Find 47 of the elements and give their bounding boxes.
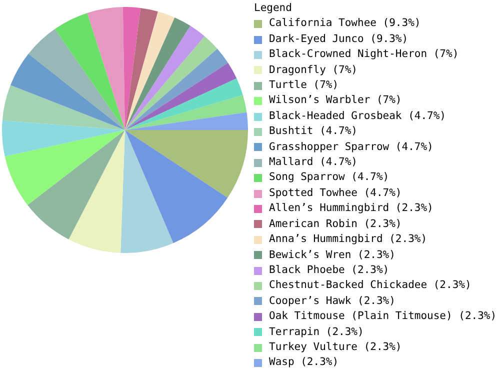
pie-slice [120, 130, 174, 253]
pie-slice [122, 7, 141, 130]
legend-label: Dragonfly (7%) [269, 62, 358, 78]
legend-label: Anna’s Hummingbird (2.3%) [269, 232, 428, 248]
pie-slice [125, 48, 228, 130]
pie-slice [125, 112, 248, 130]
legend-label: Dark-Eyed Junco (9.3%) [269, 32, 408, 47]
legend-label: Chestnut-Backed Chickadee (2.3%) [269, 278, 472, 294]
legend-label: Allen’s Hummingbird (2.3%) [269, 201, 434, 216]
pie-slice [10, 54, 125, 130]
legend-label: Cooper’s Hawk (2.3%) [269, 294, 396, 309]
legend-label: Song Sparrow (4.7%) [269, 170, 390, 186]
legend-label: Black-Headed Grosbeak (4.7%) [269, 108, 446, 124]
legend-label: Wilson’s Warbler (7%) [269, 93, 402, 108]
legend-label: Mallard (4.7%) [269, 155, 358, 170]
pie-slice [125, 78, 243, 130]
legend-label: Black Phoebe (2.3%) [269, 262, 390, 278]
legend-label: Grasshopper Sparrow (4.7%) [269, 140, 434, 155]
legend-label: Spotted Towhee (4.7%) [269, 186, 402, 201]
legend-label: American Robin (2.3%) [269, 216, 402, 232]
legend-label: Wasp (2.3%) [269, 355, 339, 370]
pie-slice [68, 130, 125, 253]
pie-slice [125, 17, 190, 130]
legend-label: California Towhee (9.3%) [269, 16, 421, 32]
pie-slice [125, 36, 218, 130]
legend-label: Bewick’s Wren (2.3%) [269, 248, 396, 262]
legend-label: Oak Titmouse (Plain Titmouse) (2.3%) [269, 309, 497, 324]
legend-label: Terrapin (2.3%) [269, 324, 364, 340]
pie-slice [125, 26, 205, 130]
pie-slice [2, 85, 125, 130]
pie-slice [28, 130, 125, 240]
pie-slice [125, 130, 248, 198]
legend-title: Legend [254, 1, 293, 16]
legend-label: Turkey Vulture (2.3%) [269, 340, 402, 355]
pie-slice [125, 8, 158, 130]
pie-slice [125, 130, 228, 244]
pie-slice [125, 62, 237, 130]
pie-slice [125, 12, 175, 130]
pie-slice [4, 130, 125, 206]
pie-slice [125, 94, 247, 130]
pie-slice [87, 7, 125, 130]
legend-label: Turtle (7%) [269, 78, 339, 94]
pie-slice [2, 120, 125, 156]
legend-label: Black-Crowned Night-Heron (7%) [269, 47, 459, 62]
legend-label: Bushtit (4.7%) [269, 124, 358, 140]
pie-slice [28, 28, 125, 130]
pie-slice [54, 12, 125, 130]
